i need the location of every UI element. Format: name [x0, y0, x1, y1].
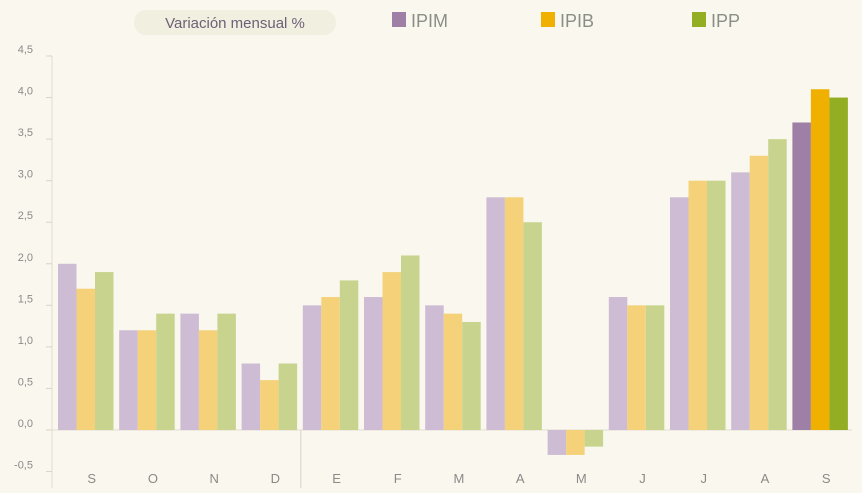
bar-ipp-9 — [645, 305, 665, 430]
bar-ipim-4 — [302, 305, 322, 430]
y-tick-label: 0,0 — [18, 418, 33, 430]
bar-ipp-11 — [768, 139, 787, 430]
bar-ipp-1 — [156, 313, 175, 430]
bar-ipib-0 — [76, 288, 95, 430]
chart-title: Variación mensual % — [165, 15, 305, 32]
y-tick-label: 1,0 — [18, 335, 33, 347]
bar-ipim-9 — [608, 297, 628, 430]
bar-ipp-10 — [707, 180, 726, 430]
bar-ipim-6 — [425, 305, 444, 430]
y-tick-label: 3,5 — [18, 127, 33, 139]
bar-ipp-6 — [462, 321, 481, 430]
bar-ipim-2 — [180, 313, 199, 430]
x-tick-label: A — [761, 471, 770, 486]
x-tick-label: M — [576, 471, 587, 486]
bar-ipib-6 — [443, 313, 463, 430]
bar-ipim-1 — [119, 330, 138, 430]
bar-ipib-3 — [260, 380, 279, 430]
bar-ipim-7 — [486, 197, 505, 430]
bar-ipib-5 — [382, 272, 401, 430]
bar-ipib-9 — [627, 305, 646, 430]
bar-ipp-3 — [278, 363, 298, 430]
legend-swatch-ipp — [692, 12, 706, 27]
bar-ipp-7 — [523, 222, 542, 430]
bar-ipim-3 — [241, 363, 261, 430]
x-tick-label: J — [639, 471, 646, 486]
y-tick-label: -0,5 — [14, 460, 33, 472]
legend-label-ipp: IPP — [711, 11, 740, 31]
bar-ipib-11 — [749, 155, 769, 430]
bar-ipim-10 — [670, 197, 689, 430]
x-tick-label: J — [701, 471, 708, 486]
x-tick-label: N — [209, 471, 218, 486]
bar-ipib-12 — [810, 89, 830, 430]
bar-ipib-2 — [198, 330, 218, 430]
y-tick-label: 1,5 — [18, 293, 33, 305]
x-tick-label: F — [394, 471, 402, 486]
bar-ipim-12 — [792, 122, 811, 430]
bar-ipp-2 — [217, 313, 236, 430]
x-tick-label: M — [454, 471, 465, 486]
y-tick-label: 2,0 — [18, 252, 33, 264]
legend-swatch-ipim — [392, 12, 406, 27]
x-tick-label: O — [148, 471, 158, 486]
bar-ipp-4 — [339, 280, 359, 430]
x-tick-label: S — [87, 471, 96, 486]
bar-ipp-0 — [95, 272, 114, 430]
x-tick-label: S — [822, 471, 831, 486]
bar-ipib-1 — [137, 330, 157, 430]
legend-swatch-ipib — [541, 12, 555, 27]
y-tick-label: 3,0 — [18, 169, 33, 181]
x-tick-label: E — [332, 471, 341, 486]
x-tick-label: D — [271, 471, 280, 486]
bar-ipim-11 — [731, 172, 750, 430]
bar-ipib-10 — [688, 180, 707, 430]
y-tick-label: 0,5 — [18, 376, 33, 388]
bar-ipib-4 — [321, 297, 340, 430]
bar-ipp-8 — [584, 430, 604, 447]
legend: IPIM IPIB IPP — [392, 11, 740, 31]
bar-ipp-12 — [829, 97, 848, 431]
bar-ipim-8 — [547, 430, 567, 455]
bar-ipib-8 — [566, 430, 585, 455]
legend-label-ipim: IPIM — [411, 11, 448, 31]
bar-ipim-5 — [364, 297, 383, 430]
y-tick-label: 2,5 — [18, 210, 33, 222]
bar-ipib-7 — [504, 197, 524, 430]
bar-ipp-5 — [401, 255, 420, 430]
title-pill — [134, 10, 336, 35]
y-tick-label: 4,5 — [18, 44, 33, 56]
legend-label-ipib: IPIB — [560, 11, 594, 31]
bars — [58, 89, 848, 455]
y-tick-label: 4,0 — [18, 86, 33, 98]
bar-ipim-0 — [58, 263, 77, 430]
x-tick-label: A — [516, 471, 525, 486]
